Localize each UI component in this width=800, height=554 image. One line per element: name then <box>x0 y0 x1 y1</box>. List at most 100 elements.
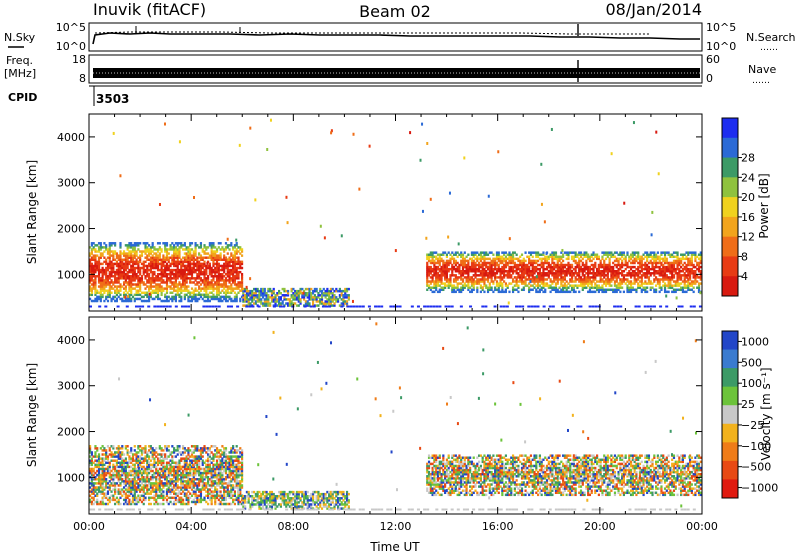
echo-cell <box>329 300 333 303</box>
echo-cell <box>545 257 549 261</box>
echo-cell <box>665 274 668 277</box>
echo-cell <box>629 261 633 265</box>
echo-cell <box>124 467 127 471</box>
echo-cell <box>167 264 170 268</box>
echo-cell <box>644 276 647 279</box>
echo-cell <box>224 272 228 276</box>
echo-cell <box>603 251 606 254</box>
echo-cell <box>94 471 97 475</box>
echo-cell <box>130 285 133 288</box>
echo-cell <box>133 492 136 495</box>
echo-cell <box>692 269 695 273</box>
echo-cell <box>198 246 201 249</box>
echo-cell <box>101 459 104 462</box>
echo-cell <box>533 267 536 271</box>
echo-cell <box>599 280 602 283</box>
echo-cell <box>597 284 600 287</box>
echo-cell <box>133 475 136 479</box>
echo-cell <box>153 291 156 294</box>
echo-cell <box>427 269 431 273</box>
echo-cell <box>217 283 220 286</box>
echo-cell <box>531 251 534 254</box>
echo-cell <box>612 278 615 281</box>
echo-cell <box>115 473 119 477</box>
echo-cell <box>669 255 672 259</box>
echo-cell <box>105 244 108 247</box>
echo-cell <box>176 287 179 290</box>
echo-cell <box>579 305 583 308</box>
echo-cell <box>538 257 541 261</box>
echo-cell <box>556 263 559 267</box>
echo-cell <box>588 272 592 275</box>
echo-cell <box>148 287 151 290</box>
echo-cell <box>117 272 120 276</box>
echo-cell <box>108 480 111 483</box>
echo-cell <box>153 277 156 280</box>
echo-cell <box>212 295 215 299</box>
echo-cell <box>119 256 122 259</box>
echo-cell <box>89 258 92 262</box>
echo-cell <box>506 253 509 256</box>
echo-cell <box>135 252 138 255</box>
echo-cell <box>194 297 197 301</box>
echo-cell <box>127 294 130 298</box>
echo-cell <box>137 264 140 268</box>
echo-cell <box>290 287 293 291</box>
echo-cell <box>633 253 636 256</box>
echo-cell <box>135 262 138 266</box>
echo-cell <box>276 294 279 297</box>
echo-cell <box>436 259 440 263</box>
echo-cell <box>562 290 565 294</box>
echo-cell <box>261 287 265 291</box>
echo-cell <box>583 269 586 273</box>
echo-cell <box>199 268 203 272</box>
echo-cell <box>429 251 432 254</box>
echo-cell <box>185 254 188 257</box>
echo-cell <box>281 294 284 297</box>
echo-cell <box>178 270 181 274</box>
echo-cell <box>508 269 511 273</box>
echo-cell <box>110 453 113 456</box>
echo-cell <box>687 261 690 265</box>
echo-cell <box>535 259 538 263</box>
echo-cell <box>217 258 220 262</box>
echo-cell <box>554 253 558 256</box>
echo-cell <box>535 280 538 283</box>
echo-cell <box>96 486 99 489</box>
echo-cell <box>426 288 429 292</box>
echo-cell <box>331 294 334 297</box>
echo-cell <box>235 262 238 266</box>
echo-cell <box>558 259 561 263</box>
echo-cell <box>601 272 604 275</box>
echo-cell <box>615 280 618 283</box>
echo-cell <box>597 305 601 308</box>
echo-cell <box>431 251 434 254</box>
echo-cell <box>644 280 647 283</box>
echo-cell <box>680 278 683 281</box>
echo-cell <box>513 276 516 279</box>
echo-cell <box>651 272 654 275</box>
echo-cell <box>435 257 438 261</box>
echo-cell <box>139 459 142 462</box>
echo-cell <box>615 290 618 294</box>
echo-cell <box>461 278 465 281</box>
echo-cell <box>515 257 518 261</box>
echo-cell <box>110 455 113 458</box>
echo-cell <box>144 484 147 487</box>
echo-cell <box>131 258 135 262</box>
echo-cell <box>438 278 441 281</box>
echo-cell <box>635 257 638 261</box>
echo-cell <box>319 224 322 228</box>
echo-cell <box>133 496 136 500</box>
echo-cell <box>535 267 538 271</box>
echo-cell <box>124 293 127 297</box>
echo-cell <box>560 263 563 267</box>
echo-cell <box>658 259 661 263</box>
echo-cell <box>694 259 697 263</box>
echo-cell <box>503 263 506 267</box>
echo-cell <box>302 291 305 295</box>
echo-cell <box>656 251 659 254</box>
echo-cell <box>677 305 681 308</box>
echo-cell <box>205 270 208 274</box>
echo-cell <box>585 267 588 271</box>
